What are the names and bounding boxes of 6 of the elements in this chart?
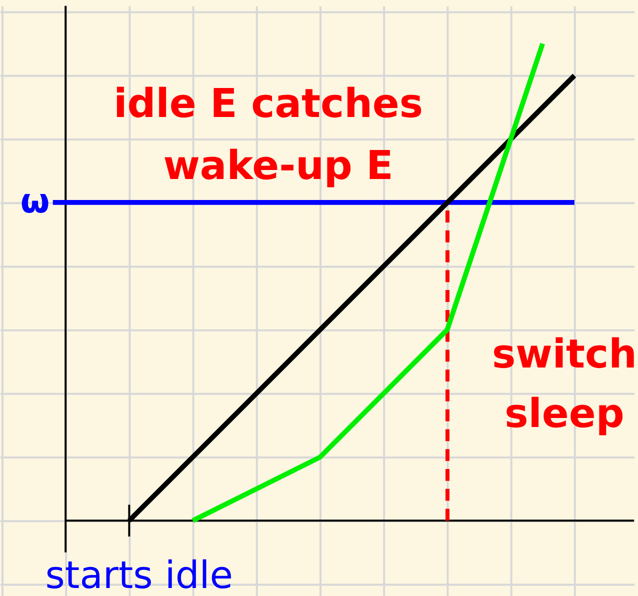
annotation: idle E catches xyxy=(114,81,424,128)
annotation: wake-up E xyxy=(163,142,394,189)
annotation: switch xyxy=(492,332,637,378)
text: starts idle xyxy=(45,553,234,596)
ref-line-label: ω xyxy=(20,181,50,220)
annotation: sleep xyxy=(504,391,624,438)
